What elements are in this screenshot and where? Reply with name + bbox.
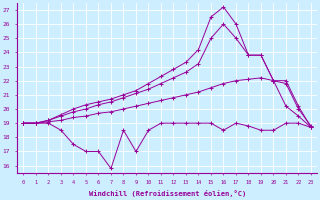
X-axis label: Windchill (Refroidissement éolien,°C): Windchill (Refroidissement éolien,°C) (89, 190, 246, 197)
